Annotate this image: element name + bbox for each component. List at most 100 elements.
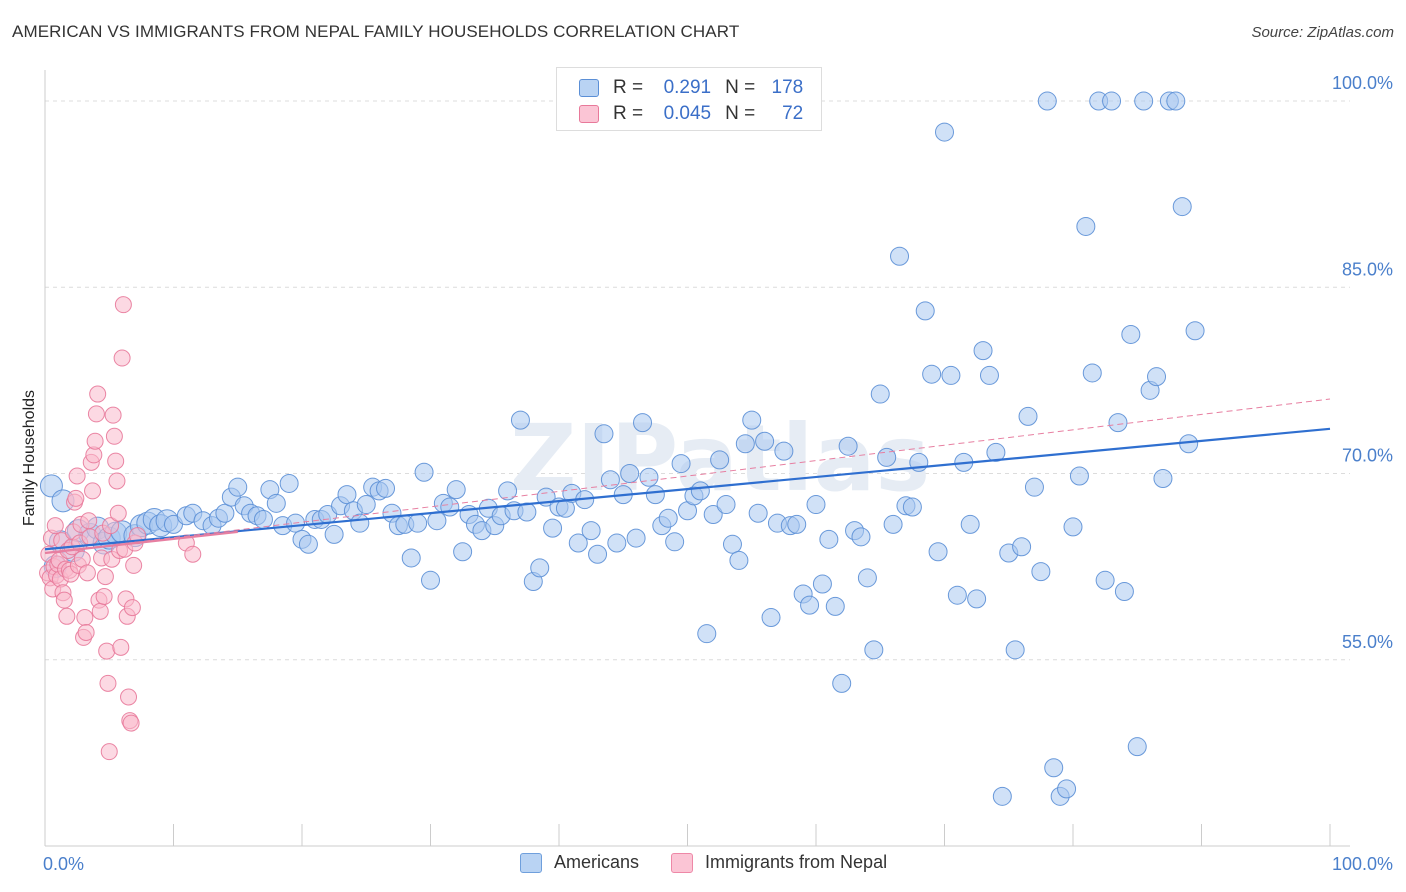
data-point-americans	[851, 527, 871, 547]
data-point-americans	[928, 542, 948, 562]
data-point-nepal	[76, 609, 94, 627]
data-point-americans	[266, 493, 286, 513]
data-point-nepal	[58, 607, 76, 625]
data-point-americans	[215, 503, 235, 523]
data-point-nepal	[108, 472, 126, 490]
legend-swatch-nepal	[579, 105, 599, 123]
trend-line-nepal	[44, 530, 238, 555]
data-point-americans	[1114, 581, 1134, 601]
data-point-americans	[568, 533, 588, 553]
data-point-americans	[324, 524, 344, 544]
data-point-americans	[376, 478, 396, 498]
legend-r-label: R =	[613, 103, 644, 124]
data-point-americans	[510, 410, 530, 430]
data-point-nepal	[109, 504, 127, 522]
data-point-americans	[453, 542, 473, 562]
data-point-americans	[1153, 468, 1173, 488]
series-legend: Americans Immigrants from Nepal	[520, 852, 919, 873]
data-point-americans	[253, 509, 273, 529]
data-point-americans	[581, 521, 601, 541]
data-point-nepal	[68, 467, 86, 485]
data-point-nepal	[77, 623, 95, 641]
data-point-americans	[607, 533, 627, 553]
data-point-americans	[922, 364, 942, 384]
data-point-americans	[408, 513, 428, 533]
legend-n-value: 178	[771, 77, 804, 98]
data-point-americans	[787, 514, 807, 534]
data-point-americans	[716, 495, 736, 515]
legend-row-nepal: R = 0.045 N = 72	[579, 102, 803, 126]
data-point-nepal	[123, 599, 141, 617]
y-tick-label: 70.0%	[1342, 446, 1393, 466]
y-axis-label: Family Households	[21, 390, 38, 526]
data-point-americans	[1095, 570, 1115, 590]
data-point-americans	[1082, 363, 1102, 383]
data-point-nepal	[95, 587, 113, 605]
data-point-americans	[890, 246, 910, 266]
data-point-americans	[967, 589, 987, 609]
y-tick-label: 55.0%	[1342, 632, 1393, 652]
data-point-nepal	[125, 556, 143, 574]
data-point-americans	[427, 511, 447, 531]
data-point-nepal	[99, 674, 117, 692]
stats-legend: R = 0.291 N = 178 R = 0.045 N = 72	[556, 67, 822, 131]
data-point-americans	[742, 410, 762, 430]
data-point-americans	[722, 534, 742, 554]
data-point-americans	[941, 365, 961, 385]
data-point-americans	[588, 544, 608, 564]
data-point-americans	[633, 413, 653, 433]
trend-line-nepal-dashed	[44, 398, 1331, 554]
data-point-nepal	[122, 714, 140, 732]
legend-label-nepal: Immigrants from Nepal	[705, 852, 888, 872]
data-point-americans	[1121, 324, 1141, 344]
data-point-americans	[1172, 197, 1192, 217]
data-point-americans	[639, 467, 659, 487]
data-point-americans	[1102, 91, 1122, 111]
data-point-nepal	[184, 545, 202, 563]
data-point-americans	[947, 585, 967, 605]
data-point-americans	[729, 550, 749, 570]
data-point-americans	[1063, 517, 1083, 537]
data-point-nepal	[80, 512, 98, 530]
data-point-americans	[1069, 466, 1089, 486]
x-tick-label: 0.0%	[43, 854, 84, 874]
legend-swatch-americans	[520, 852, 542, 873]
data-point-americans	[838, 436, 858, 456]
axes	[44, 70, 1350, 847]
data-point-americans	[498, 481, 518, 501]
data-point-americans	[748, 503, 768, 523]
y-tick-label: 100.0%	[1332, 73, 1393, 93]
data-point-americans	[857, 568, 877, 588]
series-nepal	[39, 296, 202, 761]
data-point-americans	[819, 529, 839, 549]
legend-n-label: N =	[725, 103, 756, 124]
legend-item-nepal[interactable]: Immigrants from Nepal	[671, 852, 887, 873]
legend-n-value: 72	[782, 103, 804, 124]
data-point-americans	[645, 485, 665, 505]
data-point-americans	[228, 477, 248, 497]
data-point-americans	[1044, 758, 1064, 778]
y-tick-label: 85.0%	[1342, 259, 1393, 279]
data-point-americans	[337, 485, 357, 505]
data-point-americans	[992, 786, 1012, 806]
data-point-nepal	[55, 591, 73, 609]
legend-r-value: 0.045	[663, 103, 712, 124]
data-point-americans	[1076, 216, 1096, 236]
legend-item-americans[interactable]: Americans	[520, 852, 639, 873]
data-point-americans	[401, 548, 421, 568]
data-point-americans	[1185, 321, 1205, 341]
data-point-americans	[1018, 406, 1038, 426]
data-point-americans	[446, 480, 466, 500]
data-point-nepal	[120, 688, 138, 706]
data-point-americans	[421, 570, 440, 590]
data-point-nepal	[78, 564, 96, 582]
data-point-americans	[350, 513, 370, 533]
data-point-americans	[902, 497, 922, 517]
trend-lines	[44, 398, 1331, 555]
series-americans	[39, 91, 1205, 806]
legend-r-label: R =	[613, 77, 644, 98]
data-point-nepal	[107, 452, 125, 470]
data-point-americans	[1057, 779, 1077, 799]
data-point-americans	[986, 442, 1006, 462]
